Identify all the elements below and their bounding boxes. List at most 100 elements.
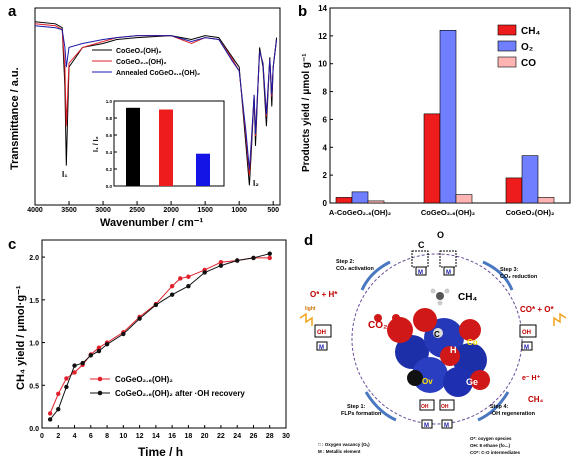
step-4-line-1: Step 4: (490, 404, 509, 410)
c-point-1 (186, 274, 191, 279)
inset-bars (126, 107, 210, 186)
panel-c: c CH₄ yield / μmol·g⁻¹ Time / h 0 2 4 6 8 10 1… (8, 236, 290, 459)
a-xtick-label: 1500 (197, 207, 213, 214)
label-eh: e⁻ H⁺ (522, 375, 541, 382)
panel-b-ylabel: Products yield / μmol g⁻¹ (301, 53, 312, 172)
legend-label-a3: Annealed CoGeO₂.₆(OH)₂ (116, 70, 200, 77)
b-bar-CH₄-0 (335, 197, 353, 204)
inset-ytick-label: 0.4 (106, 150, 113, 155)
m-box-bottom-left (421, 419, 433, 429)
panel-b-bars (335, 29, 555, 204)
panel-a-legend: CoGeO₂(OH)₂ CoGeO₂.₆(OH)₂ Annealed CoGeO… (92, 48, 200, 77)
panel-c-legend: CoGeO₂.₆(OH)₂ CoGeO₂.₆(OH)₂ after ·OH re… (90, 375, 245, 398)
legend-label-o2: O₂ (521, 42, 533, 53)
oh-box-right (519, 324, 537, 338)
panel-c-frame (41, 239, 287, 429)
legend-swatch-ch4 (497, 24, 517, 36)
cycle-circle (351, 253, 523, 425)
inset-ytick-label: 0.0 (106, 184, 113, 189)
c-point-2 (186, 283, 191, 289)
ov-box-top-right (439, 250, 457, 268)
atom-o-1 (387, 317, 413, 343)
label-co-atom: Co (467, 338, 478, 347)
c-point-2 (202, 270, 207, 275)
c-xtick-label: 0 (40, 433, 44, 440)
legend-label-c2: CoGeO₂.₆(OH)₂ after ·OH recovery (115, 389, 245, 398)
oh-label-bottom-right: OH (441, 404, 449, 410)
c-point-2 (104, 342, 110, 347)
legend-label-ch4: CH₄ (521, 26, 540, 37)
c-xtick-label: 26 (250, 433, 258, 440)
step-1-line-2: FLPs formation (341, 411, 382, 417)
panel-a-spectra (34, 21, 278, 186)
note-metallic: M : Metallic element (318, 449, 361, 454)
label-co-o: CO* + O* (520, 305, 554, 314)
m-box-bottom-right (441, 419, 453, 429)
c-point-2 (169, 292, 175, 297)
panel-a-ylabel: Transmittance / a.u. (9, 67, 21, 170)
c-xtick-label: 2 (56, 433, 60, 440)
c-point-2 (251, 255, 256, 261)
c-xtick-label: 20 (201, 433, 209, 440)
b-ytick-label: 4 (323, 143, 328, 152)
b-ytick-label: 6 (323, 115, 328, 124)
atom-o-5 (470, 370, 490, 390)
c-point-2 (121, 331, 126, 337)
inset-yticks: 0.0 0.2 0.4 0.6 0.8 1.0 (106, 99, 117, 189)
cycle-arrow-3 (364, 391, 397, 422)
step-1-label: Step 1: FLPs formation (341, 404, 382, 417)
c-xtick-label: 30 (282, 433, 290, 440)
c-point-1 (64, 376, 69, 381)
note-oxygen-vacancy: □ : Oxygen vacancy (Oᵥ) (318, 442, 370, 447)
panel-c-letter: c (8, 236, 16, 253)
b-ytick-label: 14 (318, 4, 327, 13)
c-point-2 (88, 353, 94, 358)
a-xtick-label: 3500 (61, 207, 77, 214)
c-point-2 (96, 348, 102, 354)
m-box-top-left (415, 266, 427, 276)
m-box-right (521, 341, 533, 351)
c-xtick-label: 18 (185, 433, 193, 440)
b-bar-CH₄-2 (505, 177, 523, 204)
b-bar-CO-0 (367, 200, 385, 204)
panel-b-yticks: 0 2 4 6 8 10 12 14 (318, 4, 333, 208)
oh-label-left: OH (317, 330, 326, 336)
oh-box-bottom-left (419, 399, 435, 411)
panel-c-xticks: 0 2 4 6 8 10 12 14 16 18 20 22 24 26 28 30 (40, 425, 290, 440)
co2-o-2 (392, 314, 400, 322)
step-2-line-1: Step 2: (336, 259, 355, 265)
panel-a-xlabel: Wavenumber / cm⁻¹ (100, 217, 204, 229)
legend-label-c1: CoGeO₂.₆(OH)₂ (115, 375, 173, 384)
b-ytick-label: 2 (323, 171, 328, 180)
left-active-site: OH M (314, 324, 332, 351)
step-4-line-2: -OH regeneration (490, 411, 536, 417)
a-xtick-label: 2500 (129, 207, 145, 214)
inset-ytick-label: 0.2 (106, 167, 113, 172)
panel-c-ylabel: CH₄ yield / μmol·g⁻¹ (15, 285, 27, 390)
step-3-line-2: CO₂ reduction (500, 274, 538, 280)
m-label-top-right: M (446, 270, 451, 276)
m-label-bottom-left: M (424, 423, 429, 429)
catalyst-cluster: C H Co Ov Ge (387, 308, 490, 397)
inset-ylabel: I₁ / I₂ (93, 136, 100, 152)
inset-ytick-label: 0.8 (106, 116, 113, 121)
panel-a-xticks: 4000 3500 3000 2500 2000 1500 1000 500 (27, 201, 279, 214)
c-ytick-label: 1.5 (29, 298, 39, 305)
light-icon (299, 312, 313, 326)
oh-box-bottom-right (439, 399, 455, 411)
oh-label-bottom-left: OH (421, 404, 429, 410)
legend-label-co: CO (521, 58, 536, 69)
a-xtick-label: 1000 (231, 207, 247, 214)
peak-label-i1: I₁ (62, 170, 68, 179)
step-3-line-1: Step 3: (500, 267, 519, 273)
legend-marker-c1 (97, 376, 103, 382)
right-active-site: OH M (519, 324, 537, 351)
legend-label-a1: CoGeO₂(OH)₂ (116, 48, 162, 55)
c-point-1 (169, 283, 175, 289)
panel-b-legend: CH₄ O₂ CO (497, 24, 540, 69)
a-xtick-label: 4000 (27, 207, 43, 214)
legend-swatch-o2 (497, 40, 517, 52)
c-point-2 (47, 417, 53, 422)
b-bar-CH₄-1 (423, 113, 441, 204)
